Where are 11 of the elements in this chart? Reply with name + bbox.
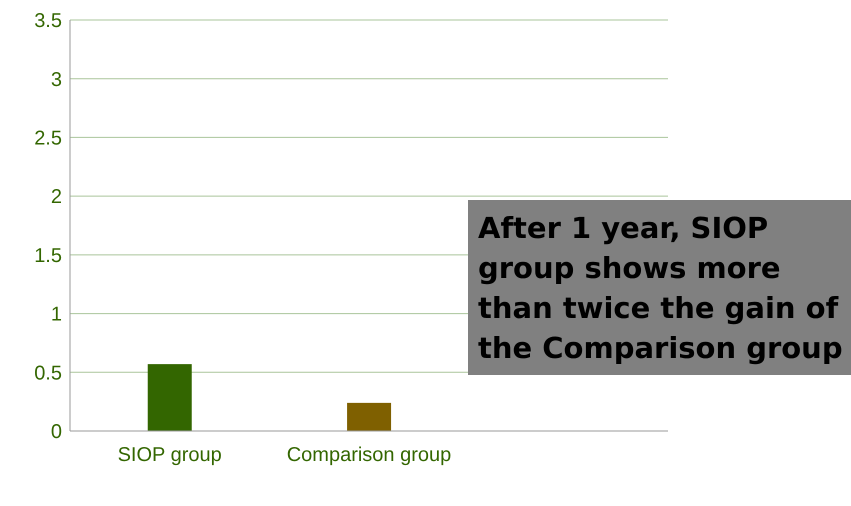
annotation: After 1 year, SIOP group shows more than twice the gain of the Comparison group [468,200,851,375]
y-tick-label: 0 [50,421,62,444]
y-tick-label: 3 [50,68,62,91]
y-tick-label: 1.5 [34,244,62,267]
y-tick-label: 1 [50,304,62,326]
y-tick-label: 0.5 [34,362,62,384]
y-tick-label: 2.5 [34,128,62,150]
x-tick-label: Comparison group [286,444,452,466]
x-tick-label: SIOP group [118,444,222,466]
y-tick-label: 2 [50,186,62,208]
y-tick-label: 3.5 [34,10,62,32]
